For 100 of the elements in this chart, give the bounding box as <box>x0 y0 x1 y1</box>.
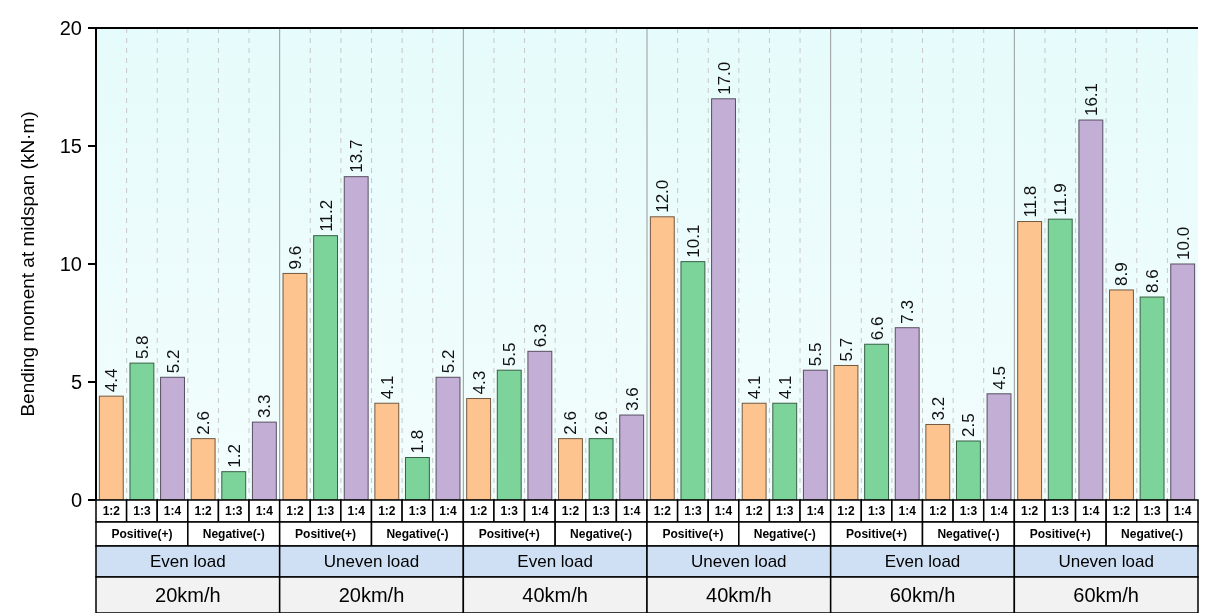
x-tick-label: 1:2 <box>1112 504 1131 519</box>
text: Negative(-) <box>937 527 1000 542</box>
text: Positive(+) <box>478 527 540 542</box>
text: 40km/h <box>522 584 588 606</box>
x-tick-label: 1:4 <box>714 504 733 519</box>
data-label: 5.2 <box>439 349 459 374</box>
data-label: 4.5 <box>990 366 1010 390</box>
x-tick-label: 1:3 <box>776 504 794 519</box>
x-tick-label: 1:3 <box>592 504 611 519</box>
text: Negative(-) <box>570 527 633 542</box>
data-label: 8.6 <box>1143 269 1163 294</box>
data-label: 4.1 <box>377 375 397 400</box>
text: Even load <box>150 552 226 572</box>
x-tick-label: 1:2 <box>286 504 304 519</box>
x-tick-label: 1:2 <box>469 504 488 519</box>
data-label: 5.8 <box>132 335 152 360</box>
x-tick-label: 1:4 <box>623 504 641 519</box>
x-tick-label: 1:2 <box>1020 504 1039 519</box>
data-label: 1.8 <box>408 429 428 454</box>
text: Even load <box>884 552 961 572</box>
data-label: 2.6 <box>194 411 214 435</box>
x-tick-label: 1:2 <box>745 504 764 519</box>
text: Positive(+) <box>1029 527 1091 542</box>
data-label: 2.6 <box>592 411 612 435</box>
text: 60km/h <box>1073 584 1139 606</box>
data-label: 3.6 <box>622 387 642 412</box>
text: Positive(+) <box>111 527 173 542</box>
data-label: 3.3 <box>255 394 275 419</box>
x-tick-label: 1:2 <box>102 504 121 519</box>
data-label: 5.7 <box>836 337 856 362</box>
y-tick-label: 5 <box>70 371 82 393</box>
data-label: 13.7 <box>347 139 367 173</box>
y-tick-label: 0 <box>70 489 82 511</box>
data-label: 4.3 <box>469 370 489 395</box>
x-tick-label: 1:3 <box>408 504 427 519</box>
data-label: 17.0 <box>714 61 734 95</box>
data-label: 2.6 <box>561 411 581 435</box>
x-tick-label: 1:4 <box>163 504 182 519</box>
data-label: 5.5 <box>500 342 520 367</box>
x-tick-label: 1:3 <box>1143 504 1162 519</box>
x-tick-label: 1:3 <box>867 504 886 519</box>
x-tick-label: 1:2 <box>561 504 580 519</box>
x-tick-label: 1:2 <box>653 504 672 519</box>
data-label: 10.1 <box>683 224 703 258</box>
y-tick-label: 10 <box>59 253 82 275</box>
data-label: 9.6 <box>285 245 305 270</box>
data-label: 4.1 <box>775 375 795 400</box>
x-tick-label: 1:2 <box>837 504 855 519</box>
text: Uneven load <box>691 552 787 572</box>
y-tick-label: 15 <box>59 135 82 157</box>
text: Uneven load <box>1058 552 1154 572</box>
y-tick-label: 20 <box>59 17 82 39</box>
x-tick-label: 1:4 <box>255 504 274 519</box>
x-tick-label: 1:2 <box>194 504 213 519</box>
x-tick-label: 1:3 <box>316 504 335 519</box>
x-tick-label: 1:4 <box>1174 504 1192 519</box>
data-label: 4.4 <box>102 368 122 393</box>
text: Even load <box>517 552 593 572</box>
x-tick-label: 1:4 <box>898 504 917 519</box>
x-tick-label: 1:4 <box>806 504 825 519</box>
data-label: 10.0 <box>1173 226 1193 260</box>
x-tick-label: 1:3 <box>1051 504 1070 519</box>
x-tick-label: 1:2 <box>929 504 947 519</box>
text: Positive(+) <box>295 527 357 542</box>
x-tick-label: 1:4 <box>1082 504 1100 519</box>
x-tick-label: 1:3 <box>225 504 243 519</box>
data-label: 12.0 <box>653 179 673 213</box>
x-tick-label: 1:3 <box>133 504 151 519</box>
data-label: 7.3 <box>898 300 918 324</box>
data-label: 16.1 <box>1081 82 1101 117</box>
text: Uneven load <box>323 552 420 572</box>
text: 20km/h <box>155 584 221 606</box>
text: Positive(+) <box>846 527 908 542</box>
data-label: 6.3 <box>530 323 550 348</box>
y-axis-title: Bending moment at midspan (kN·m) <box>17 111 38 417</box>
text: 60km/h <box>889 584 956 606</box>
data-label: 4.1 <box>745 375 765 400</box>
data-label: 8.9 <box>1112 262 1132 286</box>
data-label: 11.9 <box>1051 183 1071 216</box>
data-label: 11.2 <box>316 199 336 232</box>
text: Negative(-) <box>1121 527 1184 542</box>
x-tick-label: 1:4 <box>531 504 549 519</box>
data-label: 5.5 <box>806 342 826 367</box>
data-label: 6.6 <box>867 316 887 341</box>
text: Negative(-) <box>386 527 449 542</box>
text: 20km/h <box>338 584 405 606</box>
data-label: 11.8 <box>1020 185 1040 218</box>
x-tick-label: 1:3 <box>684 504 702 519</box>
data-label: 1.2 <box>224 444 244 468</box>
data-label: 2.5 <box>959 413 979 437</box>
text: Negative(-) <box>753 527 816 542</box>
data-label: 3.2 <box>928 396 948 421</box>
x-tick-label: 1:2 <box>378 504 396 519</box>
text: Negative(-) <box>202 527 265 542</box>
x-tick-label: 1:4 <box>347 504 366 519</box>
x-tick-label: 1:3 <box>959 504 978 519</box>
data-label: 5.2 <box>163 349 183 374</box>
x-tick-label: 1:4 <box>990 504 1009 519</box>
text: Positive(+) <box>662 527 724 542</box>
x-tick-label: 1:3 <box>500 504 519 519</box>
